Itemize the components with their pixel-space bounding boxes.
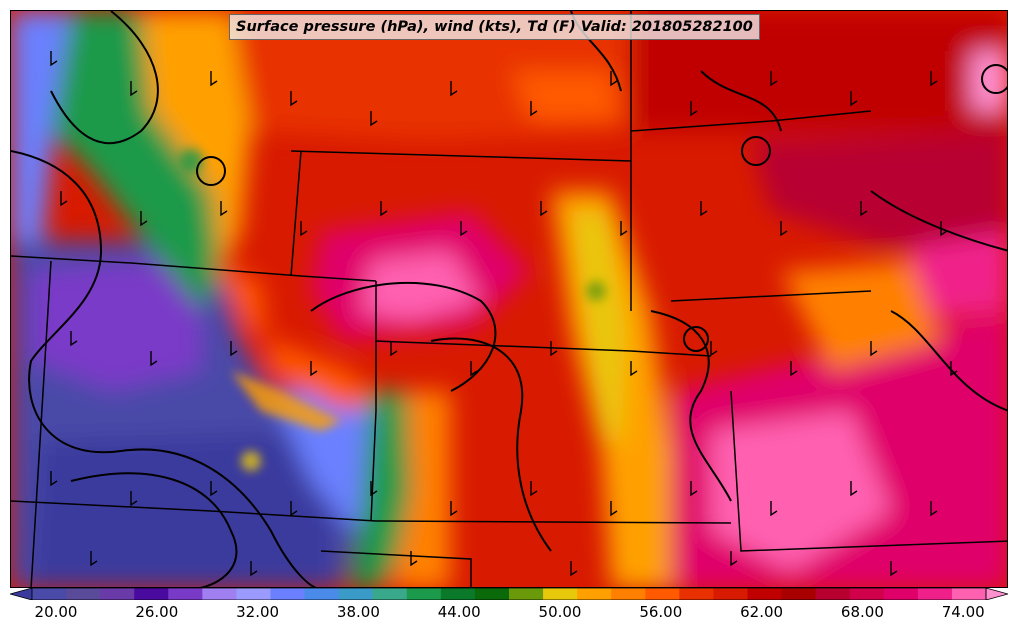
- colorbar-segment: [679, 588, 714, 600]
- colorbar-segment: [304, 588, 340, 600]
- colorbar-tick-label: 50.00: [538, 603, 582, 621]
- colorbar-segment: [236, 588, 271, 600]
- colorbar-segment: [134, 588, 169, 600]
- colorbar-segment: [781, 588, 817, 600]
- map-panel: [10, 10, 1008, 588]
- colorbar-segment: [815, 588, 851, 600]
- colorbar-segment: [406, 588, 442, 600]
- colorbar-tick-label: 20.00: [34, 603, 78, 621]
- colorbar-segment: [951, 588, 987, 600]
- colorbar-segment: [202, 588, 237, 600]
- dewpoint-map: [11, 11, 1007, 587]
- colorbar-segment: [509, 588, 544, 600]
- colorbar-tick-label: 44.00: [437, 603, 481, 621]
- colorbar-segment: [883, 588, 919, 600]
- colorbar-segment: [66, 588, 101, 600]
- wind-barbs: [50, 51, 958, 577]
- colorbar-segment: [543, 588, 578, 600]
- colorbar-segment: [338, 588, 374, 600]
- colorbar-tick-label: 62.00: [740, 603, 784, 621]
- colorbar-segment: [474, 588, 510, 600]
- dewpoint-field: [11, 11, 1007, 587]
- colorbar: [10, 588, 1008, 600]
- map-title: Surface pressure (hPa), wind (kts), Td (…: [229, 14, 760, 40]
- colorbar-segment: [100, 588, 135, 600]
- colorbar-tick-label: 68.00: [840, 603, 884, 621]
- colorbar-segment: [577, 588, 612, 600]
- colorbar-tick-label: 38.00: [336, 603, 380, 621]
- state-borders: [11, 11, 1007, 587]
- colorbar-segment: [372, 588, 408, 600]
- colorbar-segment: [611, 588, 646, 600]
- colorbar-segment: [32, 588, 67, 600]
- colorbar-segment: [270, 588, 306, 600]
- colorbar-tick-label: 26.00: [135, 603, 179, 621]
- colorbar-segment: [917, 588, 953, 600]
- colorbar-tick-label: 74.00: [941, 603, 985, 621]
- colorbar-segment: [168, 588, 203, 600]
- colorbar-left-arrow: [10, 588, 33, 600]
- colorbar-right-arrow: [985, 588, 1008, 600]
- colorbar-segment: [713, 588, 748, 600]
- colorbar-segment: [645, 588, 680, 600]
- colorbar-tick-label: 32.00: [236, 603, 280, 621]
- colorbar-segment: [849, 588, 885, 600]
- colorbar-segment: [747, 588, 783, 600]
- colorbar-segment: [440, 588, 476, 600]
- colorbar-tick-label: 56.00: [639, 603, 683, 621]
